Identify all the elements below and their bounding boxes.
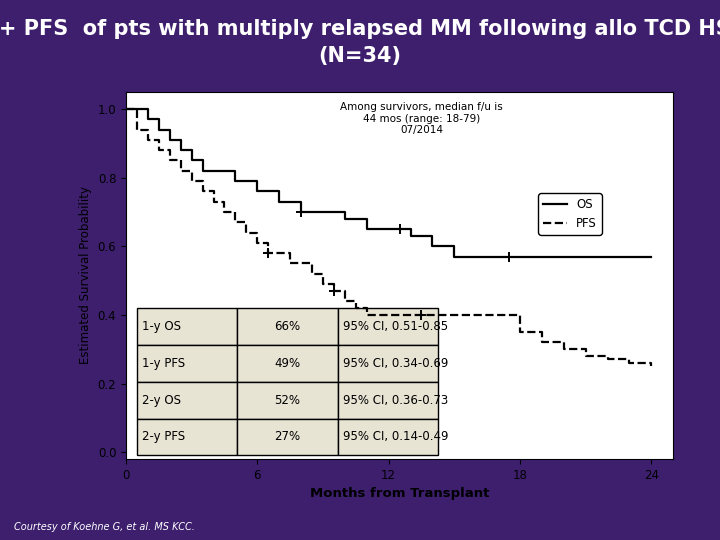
Text: OS + PFS  of pts with multiply relapsed MM following allo TCD HSCT: OS + PFS of pts with multiply relapsed M… [0,19,720,39]
Text: Among survivors, median f/u is
44 mos (range: 18-79)
07/2014: Among survivors, median f/u is 44 mos (r… [340,102,503,136]
X-axis label: Months from Transplant: Months from Transplant [310,487,490,500]
Text: Courtesy of Koehne G, et al. MS KCC.: Courtesy of Koehne G, et al. MS KCC. [14,522,195,532]
Y-axis label: Estimated Survival Probability: Estimated Survival Probability [79,186,92,364]
Text: (N=34): (N=34) [318,46,402,66]
Legend: OS, PFS: OS, PFS [539,193,602,234]
